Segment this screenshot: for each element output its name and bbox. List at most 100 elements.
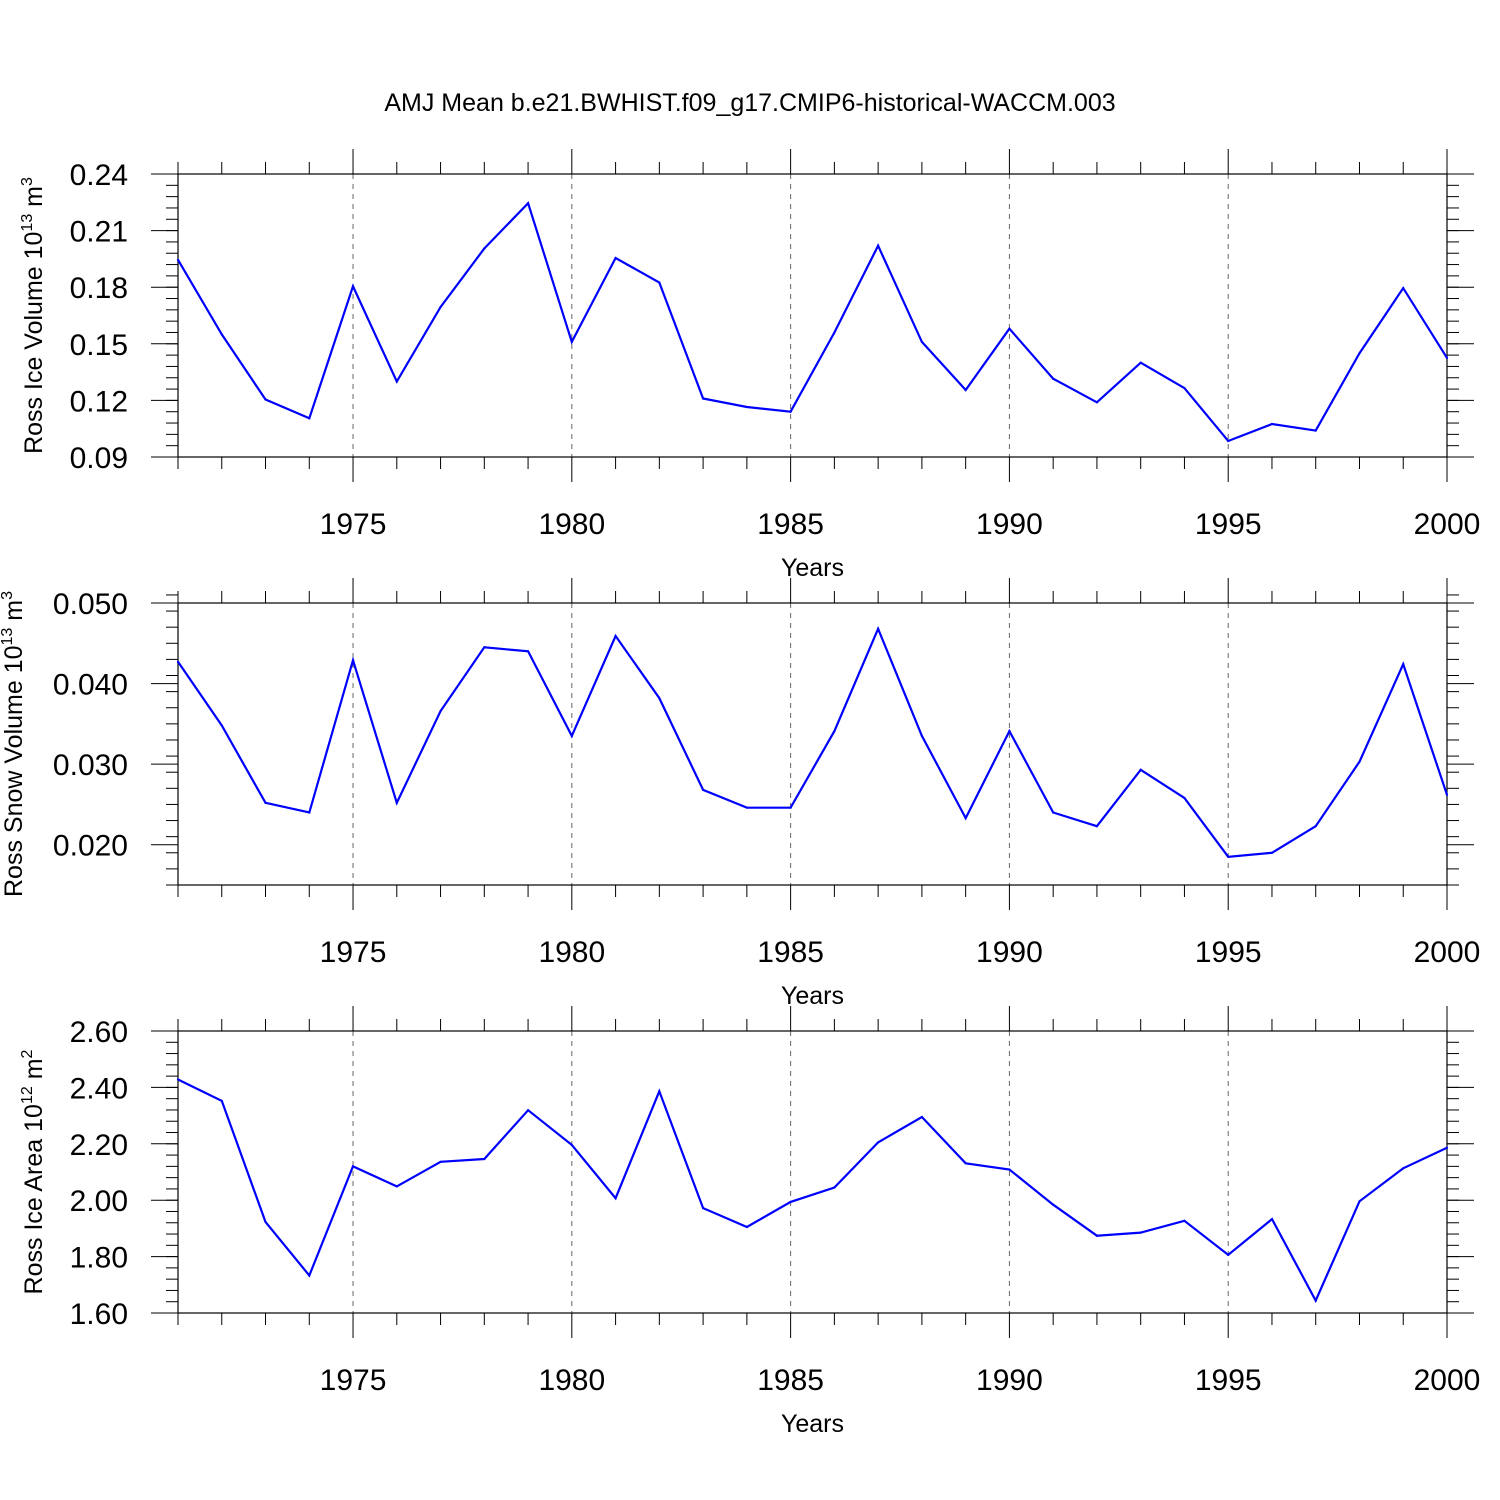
data-point — [702, 788, 705, 792]
data-point — [220, 1099, 223, 1103]
y-tick-label: 0.21 — [70, 216, 128, 249]
data-point — [264, 1220, 267, 1224]
data-point — [833, 331, 836, 334]
data-point — [614, 634, 617, 638]
data-point — [308, 417, 311, 420]
x-tick-label: 1980 — [538, 1364, 605, 1397]
data-point — [1008, 730, 1011, 733]
data-point — [1183, 1219, 1186, 1222]
x-tick-label: 1975 — [320, 1364, 387, 1397]
data-point — [220, 724, 223, 727]
data-point — [483, 247, 486, 250]
panel-3: 1975 1980 1985 1990 1995 2000 Years 1.60 1.80 2.0… — [19, 1006, 1480, 1438]
y-tick-label: 1.60 — [70, 1298, 128, 1331]
y-axis-title-unit: m — [20, 186, 48, 214]
data-point — [1358, 352, 1361, 355]
data-point — [1270, 422, 1274, 426]
data-point — [1052, 1203, 1055, 1206]
y-axis-title-unit-exponent: 3 — [0, 591, 16, 600]
data-point — [395, 380, 398, 383]
data-point — [1139, 361, 1142, 364]
y-tick-label: 1.80 — [70, 1242, 128, 1275]
y-tick-label: 2.00 — [70, 1185, 128, 1218]
x-tick-label: 1980 — [538, 936, 605, 969]
data-point — [1358, 1200, 1361, 1203]
y-axis-title-text: Ross Ice Area 10 — [20, 1104, 48, 1294]
x-tick-label: 1995 — [1195, 508, 1262, 541]
data-point — [658, 1090, 661, 1093]
x-tick-label: 1985 — [757, 1364, 824, 1397]
y-tick-label: 0.18 — [70, 272, 128, 305]
series-line — [177, 201, 1448, 443]
data-point — [351, 1165, 355, 1168]
y-tick-label: 0.12 — [70, 385, 128, 418]
data-point — [1139, 768, 1142, 771]
data-point — [1008, 1168, 1011, 1171]
data-point — [1095, 401, 1099, 404]
x-tick-label: 1980 — [538, 508, 605, 541]
y-axis-title-text: Ross Ice Volume 10 — [20, 232, 48, 454]
y-axis-title-unit-exponent: 3 — [19, 177, 36, 186]
data-point — [789, 1200, 792, 1203]
data-point — [439, 1160, 442, 1163]
data-point — [789, 806, 792, 809]
data-point — [877, 244, 880, 247]
x-tick-label: 1995 — [1195, 936, 1262, 969]
data-point — [702, 1206, 705, 1210]
data-point — [176, 1078, 180, 1081]
x-tick-label: 1985 — [757, 508, 824, 541]
y-tick-label: 0.09 — [70, 442, 128, 475]
data-point — [1402, 663, 1405, 666]
data-point — [526, 1109, 530, 1112]
data-point — [570, 1143, 573, 1147]
y-axis-title-unit: m — [0, 600, 28, 628]
x-tick-label: 1995 — [1195, 1364, 1262, 1397]
x-axis-title: Years — [781, 982, 844, 1010]
y-tick-label: 0.24 — [70, 159, 128, 192]
y-tick-label: 2.40 — [70, 1072, 128, 1105]
data-point — [1445, 356, 1449, 360]
data-point — [483, 646, 486, 649]
data-point — [658, 696, 661, 700]
y-tick-label: 0.040 — [53, 669, 128, 702]
y-axis-title-unit-exponent: 2 — [19, 1049, 36, 1058]
data-point — [1314, 825, 1317, 828]
x-tick-label: 1985 — [757, 936, 824, 969]
data-point — [1270, 1217, 1274, 1221]
data-point — [1227, 855, 1230, 858]
data-point — [920, 1115, 923, 1119]
y-axis-title-text: Ross Snow Volume 10 — [0, 645, 28, 897]
y-axis-title: Ross Ice Volume 1013 m3 — [19, 177, 48, 454]
y-axis-title-exponent: 13 — [19, 214, 36, 232]
data-point — [439, 709, 442, 713]
data-point — [877, 627, 880, 630]
data-point — [614, 256, 617, 260]
data-point — [308, 1274, 311, 1277]
x-tick-label: 2000 — [1414, 936, 1481, 969]
series-line — [177, 625, 1449, 858]
data-point — [351, 659, 355, 662]
data-point — [658, 281, 661, 284]
data-point — [1183, 387, 1186, 390]
data-point — [351, 285, 355, 288]
y-axis-title: Ross Snow Volume 1013 m3 — [0, 591, 28, 897]
data-point — [1052, 377, 1055, 380]
data-point — [1402, 287, 1405, 290]
y-tick-label: 2.60 — [70, 1016, 128, 1049]
data-point — [964, 1162, 967, 1165]
panel-1: 1975 1980 1985 1990 1995 2000 Years 0.09 0.12 0.1… — [19, 149, 1480, 582]
data-point — [789, 410, 792, 413]
data-point — [483, 1157, 486, 1161]
x-axis-title: Years — [781, 554, 844, 582]
data-point — [1008, 327, 1011, 330]
y-tick-label: 2.20 — [70, 1129, 128, 1162]
data-point — [1095, 825, 1099, 828]
data-point — [570, 340, 573, 344]
data-point — [220, 333, 223, 336]
data-point — [833, 1186, 836, 1189]
data-point — [920, 734, 923, 738]
data-point — [264, 398, 267, 401]
data-point — [1445, 1146, 1449, 1149]
data-point — [964, 388, 967, 392]
